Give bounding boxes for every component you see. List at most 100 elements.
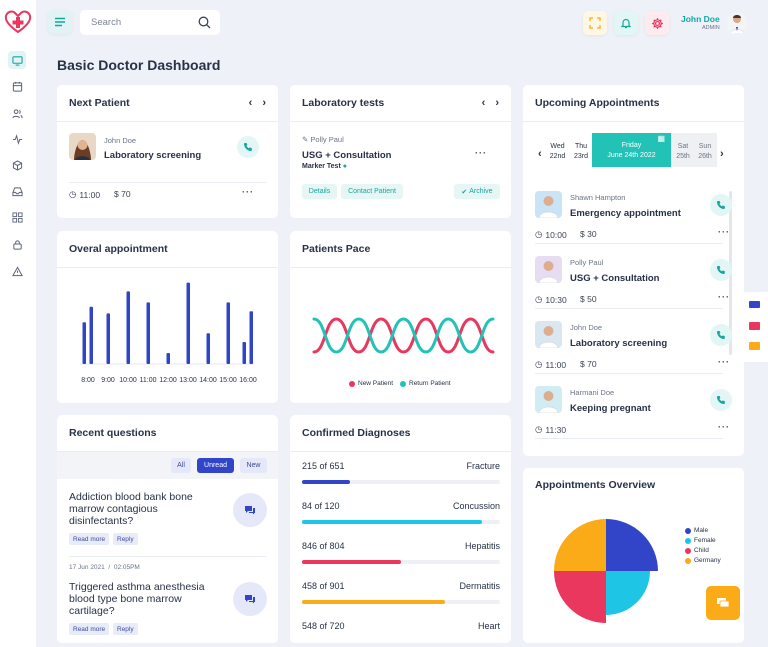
call-button[interactable] [710, 324, 732, 346]
folder-icon[interactable] [749, 342, 760, 350]
question-text[interactable]: Triggered asthma anesthesia blood type b… [69, 581, 205, 617]
lab-subtitle: Marker Test ● [302, 163, 347, 170]
chat-icon [245, 595, 255, 604]
phone-icon [717, 201, 725, 209]
prev-day-icon[interactable]: ‹ [538, 148, 542, 160]
details-button[interactable]: Details [302, 184, 337, 199]
pie-slice-female [606, 571, 650, 615]
chat-icon [245, 506, 255, 515]
legend-return-patient[interactable]: Return Patient [400, 380, 451, 387]
x-tick-label: 13:00 [179, 377, 197, 384]
search-placeholder: Search [91, 17, 122, 28]
read-more-button[interactable]: Read more [69, 533, 110, 545]
appointment-time: ◷ 11:30 [535, 424, 567, 435]
reply-button[interactable]: Reply [113, 623, 138, 635]
call-button[interactable] [710, 389, 732, 411]
more-options-icon[interactable]: ··· [242, 187, 254, 197]
search-input[interactable]: Search [80, 10, 220, 35]
page-title: Basic Doctor Dashboard [57, 57, 221, 73]
lock-icon[interactable] [8, 235, 26, 253]
call-button[interactable] [710, 194, 732, 216]
archive-button[interactable]: ✔ Archive [454, 184, 500, 199]
appointment-price: $ 70 [580, 359, 597, 369]
next-patient-title: Next Patient [69, 97, 130, 109]
patient-time: ◷ 11:00 [69, 189, 101, 200]
lab-patient: ✎ Polly Paul [302, 135, 344, 144]
notifications-button[interactable] [614, 11, 638, 35]
call-button[interactable] [710, 259, 732, 281]
x-tick-label: 8:00 [81, 377, 95, 384]
filter-unread-button[interactable]: Unread [197, 458, 234, 473]
pie-legend-male[interactable]: Male [685, 527, 708, 534]
question-date: 17 Jun 2021 / 02:05PM [69, 564, 140, 571]
day-selected[interactable]: ▦ Friday June 24th 2022 [592, 133, 671, 167]
filter-new-button[interactable]: New [240, 458, 267, 473]
prev-arrow-icon[interactable]: ‹ [248, 97, 253, 109]
day-sun[interactable]: Sun 26th [698, 143, 712, 160]
chat-button[interactable] [233, 582, 267, 616]
reply-button[interactable]: Reply [113, 533, 138, 545]
user-avatar[interactable] [727, 12, 747, 34]
more-options-icon[interactable]: ··· [475, 148, 487, 158]
diagnosis-name: Hepatitis [464, 541, 500, 551]
bar-chart: 8:00 9:00 10:00 11:00 12:00 13:00 14:00 15:00 16… [80, 282, 257, 384]
legend-new-patient[interactable]: New Patient [349, 380, 393, 387]
diagnosis-count: 548 of 720 [302, 621, 345, 631]
eye-icon[interactable] [749, 301, 760, 308]
settings-button[interactable] [645, 11, 669, 35]
pie-legend-female[interactable]: Female [685, 537, 716, 544]
phone-icon [717, 331, 725, 339]
chat-fab-button[interactable] [706, 586, 740, 620]
phone-icon [717, 396, 725, 404]
call-button[interactable] [237, 136, 259, 158]
user-name[interactable]: John Doe [681, 14, 720, 24]
clock-icon: ◷ [535, 229, 543, 239]
box-icon[interactable] [8, 156, 26, 174]
message-icon [717, 598, 730, 608]
prev-arrow-icon[interactable]: ‹ [481, 97, 486, 109]
diagnosis-name: Heart [477, 621, 500, 631]
bar-16:00 [249, 311, 253, 364]
grid-icon[interactable] [8, 208, 26, 226]
more-options-icon[interactable]: ··· [718, 227, 730, 237]
next-arrow-icon[interactable]: › [262, 97, 266, 109]
patient-photo [69, 133, 96, 160]
pie-legend-child[interactable]: Child [685, 547, 709, 554]
menu-toggle-button[interactable] [48, 10, 72, 34]
chat-button[interactable] [233, 493, 267, 527]
image-icon[interactable] [749, 322, 760, 330]
inbox-icon[interactable] [8, 182, 26, 200]
clock-icon: ◷ [535, 424, 543, 434]
users-icon[interactable] [8, 104, 26, 122]
more-options-icon[interactable]: ··· [718, 292, 730, 302]
fullscreen-button[interactable] [583, 11, 607, 35]
pace-title: Patients Pace [302, 243, 371, 255]
contact-patient-button[interactable]: Contact Patient [341, 184, 403, 199]
appointment-time: ◷ 11:00 [535, 359, 567, 370]
day-wed[interactable]: Wed 22nd [549, 143, 566, 160]
x-tick-label: 14:00 [199, 377, 217, 384]
next-day-icon[interactable]: › [720, 148, 724, 160]
series-new-patient [312, 317, 495, 354]
appointment-avatar [535, 256, 562, 283]
diagnosis-count: 458 of 901 [302, 581, 345, 591]
warning-icon[interactable] [8, 262, 26, 280]
x-tick-label: 9:00 [101, 377, 115, 384]
filter-all-button[interactable]: All [171, 458, 191, 473]
calendar-icon[interactable] [8, 77, 26, 95]
next-arrow-icon[interactable]: › [495, 97, 499, 109]
line-chart [312, 317, 495, 354]
question-text[interactable]: Addiction blood bank bone marrow contagi… [69, 491, 193, 527]
more-options-icon[interactable]: ··· [718, 357, 730, 367]
dashboard-icon[interactable] [8, 51, 26, 69]
more-options-icon[interactable]: ··· [718, 422, 730, 432]
pie-slice-germany [554, 519, 606, 571]
read-more-button[interactable]: Read more [69, 623, 110, 635]
day-sat[interactable]: Sat 25th [676, 143, 690, 160]
day-thu[interactable]: Thu 23rd [573, 143, 588, 160]
pie-legend-germany[interactable]: Germany [685, 557, 721, 564]
activity-icon[interactable] [8, 130, 26, 148]
diagnosis-row: 846 of 804 Hepatitis [302, 541, 500, 565]
calendar-icon: ▦ [657, 134, 665, 143]
appointment-procedure: USG + Consultation [570, 273, 660, 284]
